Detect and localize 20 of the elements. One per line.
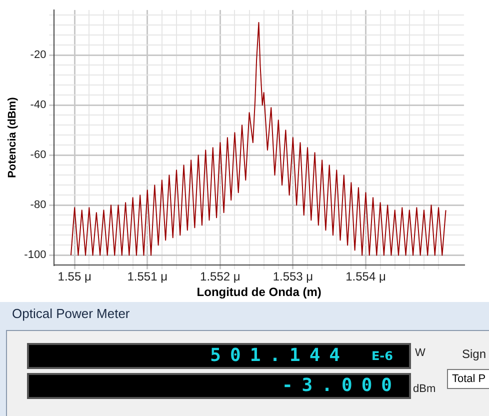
y-tick-label: -20 xyxy=(30,49,46,62)
y-tick-label: -100 xyxy=(24,249,46,262)
text: W xyxy=(415,347,426,359)
x-tick-label: 1.553 μ xyxy=(272,270,314,284)
y-tick-label: -80 xyxy=(30,199,46,212)
text: dBm xyxy=(413,383,436,395)
text: Sign xyxy=(462,347,486,361)
x-tick-label: 1.554 μ xyxy=(346,270,386,284)
x-tick-label: 1.552 μ xyxy=(200,270,240,284)
text: E-6 xyxy=(371,348,393,365)
text: Optical Power Meter xyxy=(12,306,130,321)
x-tick-label: 1.55 μ xyxy=(58,270,92,284)
text: Total P xyxy=(447,369,489,389)
y-tick-label: -40 xyxy=(30,99,46,112)
y-tick-label: -60 xyxy=(30,149,46,162)
y-axis-title: Potencia (dBm) xyxy=(6,96,19,178)
x-axis-title: Longitud de Onda (m) xyxy=(196,285,322,300)
x-tick-label: 1.551 μ xyxy=(127,270,168,284)
text: -3.000 xyxy=(282,375,401,397)
text: 501.144 xyxy=(210,345,349,367)
